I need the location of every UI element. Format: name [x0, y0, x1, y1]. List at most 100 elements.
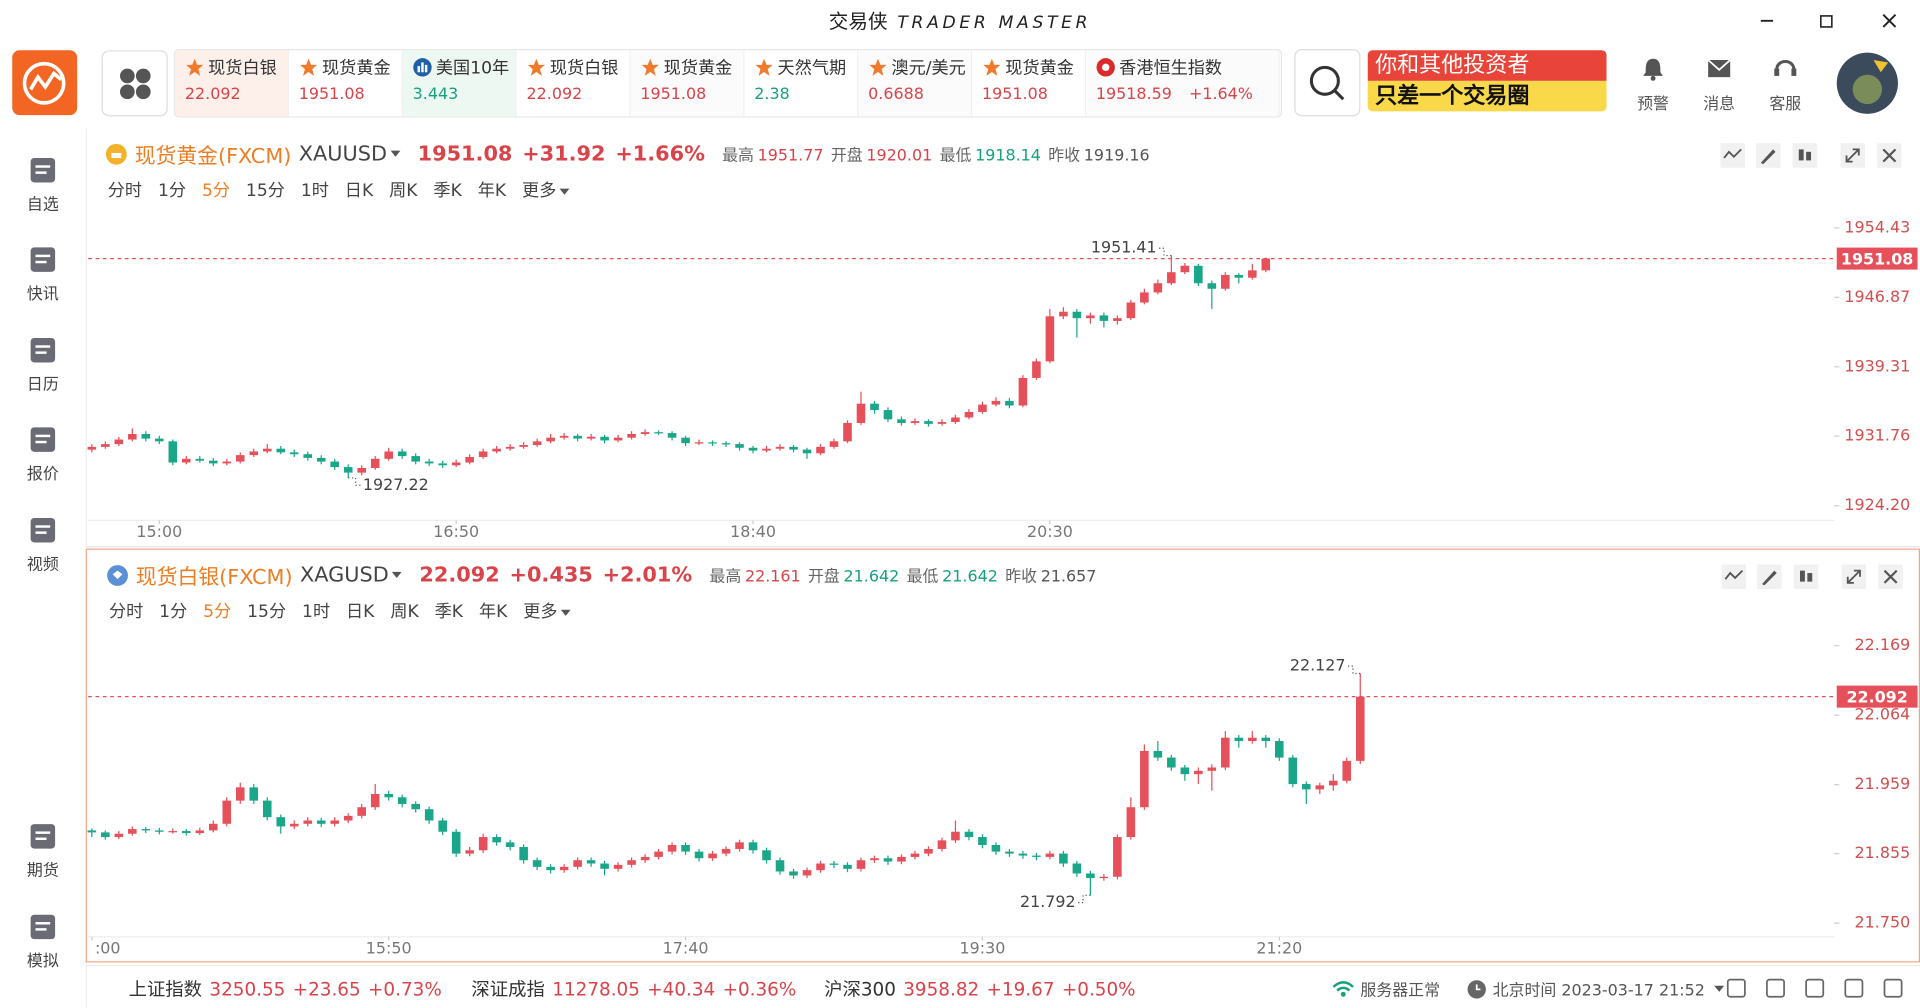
ticker-item[interactable]: 现货黄金 1951.08 [630, 50, 745, 117]
restore[interactable] [1820, 15, 1833, 28]
period-tab[interactable]: 分时 [108, 602, 144, 623]
sidebar-item[interactable]: 快讯 [0, 244, 86, 304]
window-controls[interactable] [1751, 7, 1910, 34]
panel-tool[interactable] [1793, 564, 1819, 589]
period-tab[interactable]: 1分 [159, 602, 188, 623]
panel-tool[interactable] [1755, 143, 1781, 168]
clock[interactable]: 北京时间 2023-03-17 21:52 [1467, 977, 1725, 1000]
panel-tool[interactable] [1792, 143, 1818, 168]
period-tab[interactable]: 1时 [300, 181, 329, 201]
stat-label: 最高 [709, 568, 742, 587]
icon [30, 427, 56, 452]
sidebar-item[interactable]: 模拟 [0, 911, 86, 971]
period-tab[interactable]: 周K [389, 181, 418, 201]
avatar[interactable] [1836, 52, 1898, 114]
footer-tool[interactable] [1844, 978, 1864, 998]
ticker-name-row: 现货黄金 [299, 55, 402, 79]
ticker-value-row: 19518.59 +1.64% [1096, 86, 1278, 104]
period-tab[interactable]: 15分 [247, 602, 287, 623]
index-pct: +0.50% [1061, 978, 1136, 1001]
period-tab[interactable]: 日K [346, 602, 375, 623]
period-tab[interactable]: 更多 [523, 599, 572, 623]
app-title: 交易侠 [828, 9, 888, 34]
ticker-item[interactable]: 现货黄金 1951.08 [288, 50, 403, 117]
period-tab[interactable]: 季K [434, 602, 464, 623]
toolbar-button[interactable]: 消息 [1686, 54, 1752, 114]
period-tab[interactable]: 5分 [201, 181, 231, 201]
footer-tool[interactable] [1766, 978, 1785, 998]
icon [641, 58, 659, 76]
close[interactable] [1882, 14, 1897, 28]
stat-value: 1920.01 [866, 146, 933, 166]
ticker-item[interactable]: 天然气期 2.38 [744, 50, 859, 117]
period-tab[interactable]: 年K [477, 181, 507, 201]
ticker-name: 现货白银 [208, 58, 277, 79]
ticker-item[interactable]: 现货黄金 1951.08 [972, 50, 1087, 117]
stat: 最高 22.161 [709, 563, 800, 586]
instrument-symbol[interactable]: XAUUSD [299, 141, 401, 166]
sidebar-label: 模拟 [26, 952, 59, 972]
ticker-item[interactable]: 美国10年 3.443 [402, 50, 517, 117]
footer-tool[interactable] [1726, 978, 1746, 998]
panel-tool[interactable] [1721, 564, 1747, 589]
stat-label: 开盘 [830, 146, 863, 166]
period-tab[interactable]: 更多 [522, 178, 570, 202]
ticker-item[interactable]: 香港恒生指数 19518.59 +1.64% [1086, 50, 1280, 117]
footer-tool[interactable] [1883, 978, 1903, 998]
icon [105, 143, 127, 165]
toolbar-button[interactable]: 客服 [1752, 54, 1818, 114]
sidebar-item[interactable]: 报价 [0, 424, 86, 484]
period-tab[interactable]: 年K [478, 602, 508, 623]
period-tab[interactable]: 15分 [245, 181, 285, 201]
period-tab[interactable]: 周K [390, 602, 419, 623]
ticker-item[interactable]: 现货白银 22.092 [175, 50, 289, 117]
period-tab[interactable]: 5分 [203, 602, 232, 623]
sidebar-item[interactable]: 日历 [0, 334, 86, 394]
panel-tool[interactable] [1757, 564, 1782, 589]
index-value: 3958.82 [903, 978, 980, 1001]
panel-tool[interactable] [1841, 564, 1867, 589]
search-button[interactable] [1294, 48, 1361, 117]
index-quote[interactable]: 深证成指 11278.05 +40.34 +0.36% [471, 976, 796, 1002]
ticker-value-row: 0.6688 [868, 86, 971, 104]
panel-tool[interactable] [1877, 143, 1902, 168]
panel-tool[interactable] [1878, 564, 1903, 589]
index-name: 深证成指 [471, 978, 545, 1001]
panel-header: 现货黄金(FXCM) XAUUSD 1951.08 +31.92 +1.66% 最高 195… [105, 138, 1150, 169]
ticker-value-row: 3.443 [413, 86, 516, 104]
icon [30, 824, 56, 849]
sidebar-item[interactable]: 自选 [0, 154, 86, 214]
index-quote[interactable]: 沪深300 3958.82 +19.67 +0.50% [824, 976, 1136, 1002]
panel-tools [1720, 143, 1902, 168]
period-tab[interactable]: 季K [433, 181, 462, 201]
ticker-name: 现货黄金 [663, 58, 733, 79]
ticker-value-row: 1951.08 [299, 86, 402, 104]
ticker-value: 1951.08 [982, 85, 1048, 105]
period-tab[interactable]: 1时 [302, 602, 331, 623]
index-name: 沪深300 [824, 978, 896, 1001]
symbol-text: XAGUSD [300, 562, 389, 588]
period-tab[interactable]: 1分 [157, 181, 187, 201]
icon [1707, 59, 1731, 78]
sidebar-item[interactable]: 期货 [0, 820, 86, 880]
stat-label: 最低 [939, 146, 972, 166]
toolbar-button[interactable]: 预警 [1620, 54, 1686, 114]
footer-tool[interactable] [1805, 978, 1825, 998]
period-tab[interactable]: 分时 [107, 181, 143, 201]
period-tabs: 分时 1分 5分 15分 1时 日K 周K 季K 年K 更多 [108, 599, 572, 623]
period-tab[interactable]: 日K [344, 181, 374, 201]
panel-tool[interactable] [1720, 143, 1745, 168]
ticker-item[interactable]: 现货白银 22.092 [516, 50, 631, 117]
instrument-symbol[interactable]: XAGUSD [300, 562, 403, 588]
ad-banner[interactable]: 你和其他投资者 只差一个交易圈 [1367, 50, 1607, 114]
instrument-name: 现货白银(FXCM) [135, 565, 293, 591]
index-quote[interactable]: 上证指数 3250.55 +23.65 +0.73% [129, 976, 442, 1002]
ticker-name-row: 天然气期 [754, 55, 857, 79]
panel-tool[interactable] [1840, 143, 1865, 168]
logo[interactable] [12, 50, 78, 116]
sidebar-item[interactable]: 视频 [0, 514, 86, 574]
instrument-name: 现货黄金(FXCM) [134, 144, 292, 169]
apps-button[interactable] [101, 50, 168, 117]
ticker-item[interactable]: 澳元/美元 0.6688 [858, 50, 973, 117]
